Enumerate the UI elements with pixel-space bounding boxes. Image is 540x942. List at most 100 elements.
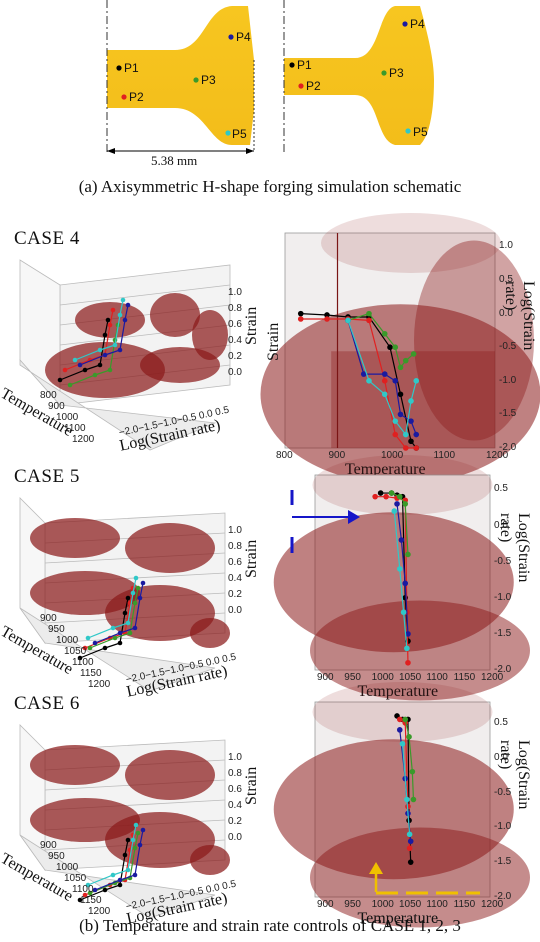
trajectory-point [107, 322, 113, 328]
temp-tick-3d: 1100 [64, 423, 86, 434]
p4-marker [402, 21, 408, 27]
series-point [408, 438, 414, 445]
trajectory-point [102, 645, 108, 651]
temp-tick-3d: 1050 [64, 646, 87, 657]
strain-tick: 0.8 [228, 541, 242, 552]
series-point [366, 310, 372, 317]
y-tick: -1.0 [499, 374, 517, 386]
trajectory-point [140, 580, 146, 586]
x-axis-label: Temperature [357, 683, 439, 700]
y-tick: 0.5 [494, 483, 508, 495]
temp-tick-3d: 800 [40, 390, 57, 401]
trajectory-point [125, 595, 131, 601]
strain-surface [30, 518, 120, 558]
y-tick: -0.5 [499, 341, 517, 353]
p4-label: P4 [410, 17, 425, 31]
series-point [297, 310, 304, 317]
trajectory-point [117, 630, 123, 636]
temp-tick-3d: 1200 [72, 434, 95, 445]
series-point [394, 501, 400, 507]
y-tick: -1.5 [499, 408, 517, 420]
temp-tick-3d: 1000 [56, 635, 79, 646]
trajectory-point [92, 372, 98, 378]
trajectory-point [82, 645, 88, 651]
series-point [324, 312, 330, 318]
series-point [392, 418, 399, 424]
x-tick: 1150 [453, 899, 476, 910]
series-point [409, 768, 416, 775]
trajectory-point [132, 872, 138, 878]
series-point [396, 566, 403, 572]
series-point [392, 378, 399, 384]
x-tick: 1100 [433, 450, 456, 461]
trajectory-point [82, 892, 88, 898]
trajectory-point [82, 367, 88, 373]
series-point [397, 364, 404, 371]
temp-tick-3d: 1150 [80, 668, 102, 679]
trajectory-point [110, 872, 116, 878]
trajectory-point [117, 882, 123, 888]
y-tick: -1.5 [494, 856, 512, 868]
trajectory-point [77, 655, 83, 661]
p1-label: P1 [297, 58, 312, 72]
x-tick: 1200 [481, 899, 504, 910]
trajectory-point [125, 302, 131, 308]
p1-marker [116, 65, 122, 71]
forging-schematic [106, 0, 434, 154]
trajectory-point [117, 312, 123, 318]
p3-marker [381, 70, 387, 76]
strain-tick: 0.0 [228, 605, 242, 616]
surface-3d-plot [19, 497, 230, 692]
forging-shape-right [284, 6, 434, 145]
series-point [406, 845, 413, 852]
temp-tick-3d: 900 [40, 840, 57, 851]
trajectory-point [122, 610, 128, 616]
forging-shape-left [107, 6, 254, 145]
caption-a: (a) Axisymmetric H-shape forging simulat… [78, 177, 462, 196]
x-tick: 1050 [398, 899, 422, 910]
trajectory-point [137, 842, 143, 848]
series-line [300, 313, 417, 449]
series-point [366, 378, 372, 384]
series-point [413, 445, 420, 451]
series-point [405, 659, 411, 666]
strain-tick: 0.0 [228, 832, 242, 843]
series-point [360, 371, 367, 377]
series-point [377, 490, 384, 496]
temp-tick-3d: 900 [48, 401, 65, 412]
series-point [392, 431, 399, 438]
series-point [345, 317, 351, 324]
trajectory-point [133, 575, 139, 581]
series-point [397, 391, 404, 398]
x-tick: 1050 [398, 672, 422, 683]
p5-marker [225, 130, 231, 136]
strain-tick: 0.8 [228, 768, 242, 779]
strain-surface [192, 310, 228, 360]
strain-tick: 1.0 [228, 287, 242, 298]
surface-3d-plot [19, 724, 230, 919]
trajectory-point [127, 630, 133, 636]
series-point [397, 411, 404, 418]
y-tick: -2.0 [499, 442, 517, 453]
trajectory-point [140, 827, 146, 833]
x-tick: 1150 [453, 672, 476, 683]
trajectory-point [92, 640, 98, 646]
temperature-strain-rate-plot [273, 455, 530, 701]
p3-label: P3 [389, 66, 404, 80]
trajectory-point [125, 867, 131, 873]
x-tick: 1100 [426, 899, 448, 910]
trajectory-point [122, 317, 128, 323]
strain-tick: 1.0 [228, 752, 242, 763]
y-tick: -0.5 [494, 555, 512, 567]
strain-tick: 0.4 [228, 800, 242, 811]
series-point [366, 317, 372, 324]
series-point [405, 631, 411, 637]
trajectory-point [102, 332, 108, 338]
strain-tick: 0.6 [228, 319, 242, 330]
series-point [381, 378, 388, 384]
strain-surface [190, 618, 230, 648]
p1-marker [289, 62, 295, 68]
p1-label: P1 [124, 61, 139, 75]
p3-marker [193, 77, 199, 83]
